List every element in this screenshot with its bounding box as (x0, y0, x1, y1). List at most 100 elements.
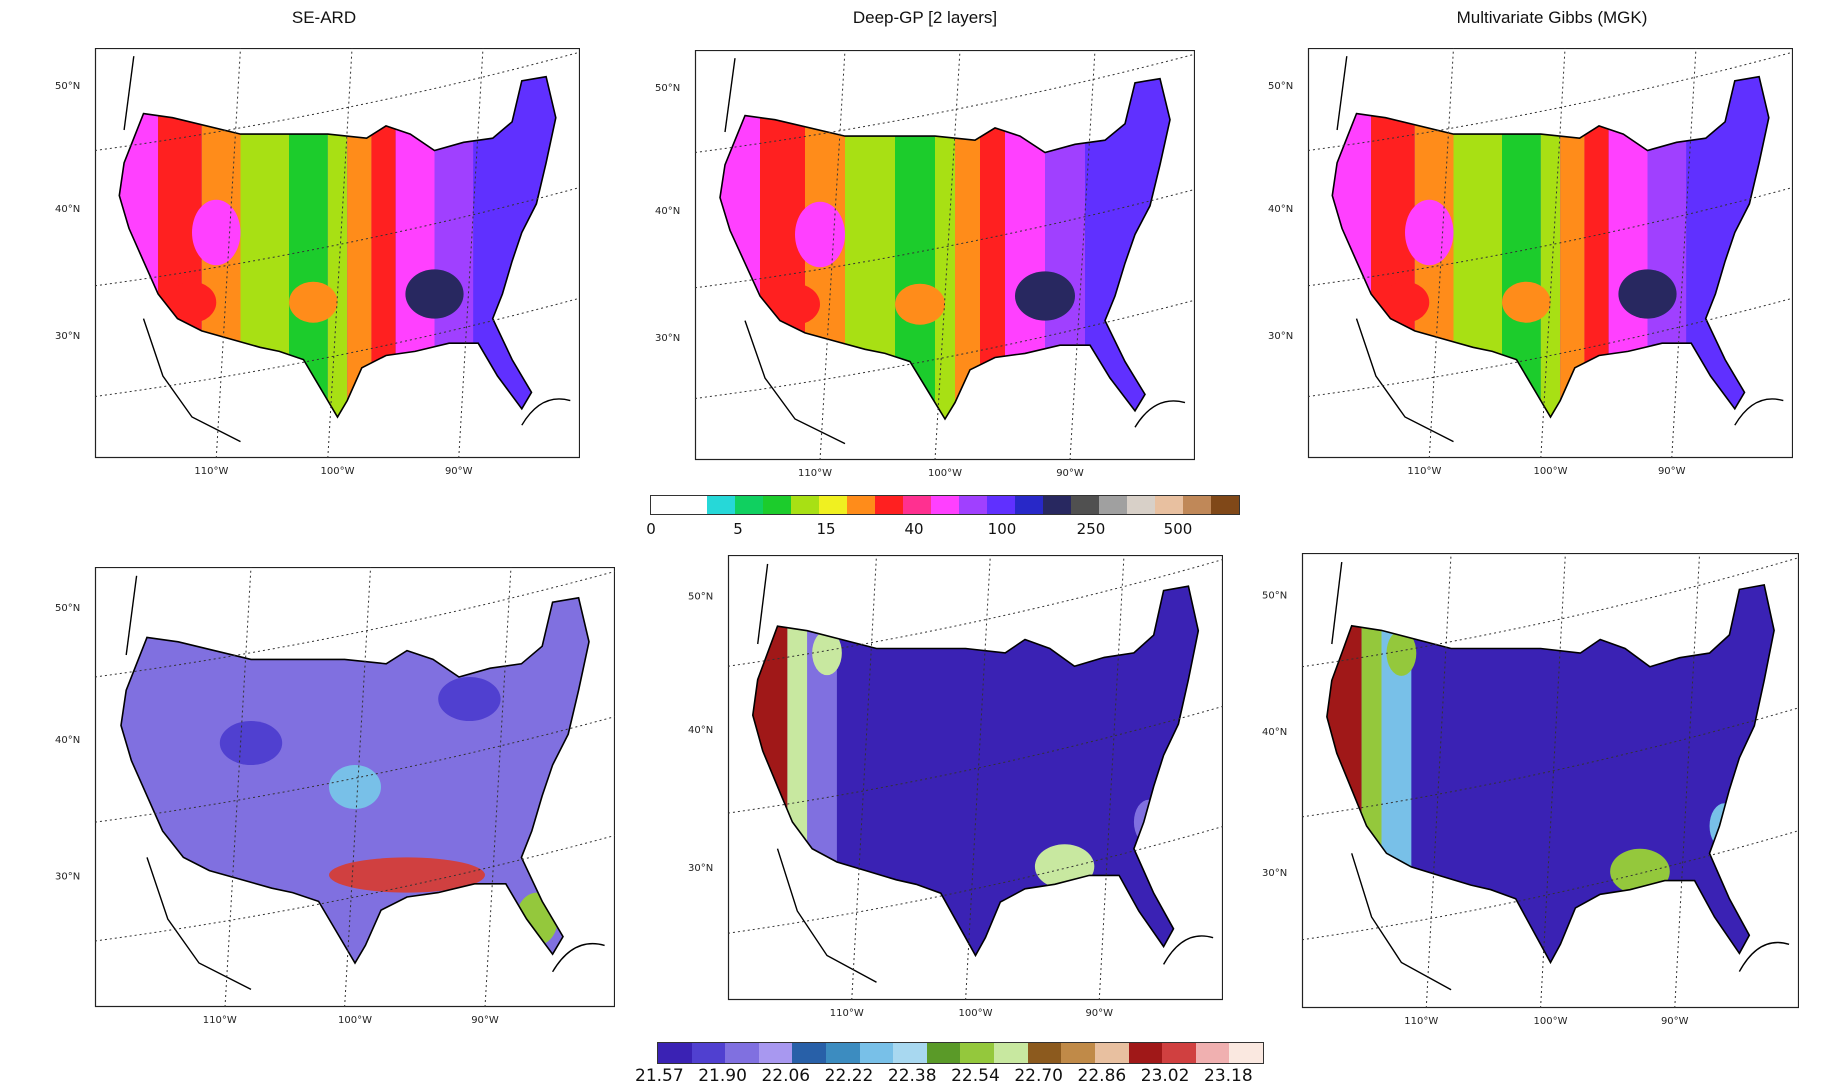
country-outline (120, 596, 590, 965)
colorbar-swatch (847, 496, 875, 514)
longitude-line (1428, 48, 1454, 459)
country-outline (719, 77, 1171, 421)
colorbar-swatch (707, 496, 735, 514)
longitude-line (484, 567, 512, 1008)
latitude-line (727, 825, 1223, 934)
latitude-line (94, 297, 580, 397)
latitude-line (1307, 51, 1793, 151)
colorbar-swatch (819, 496, 847, 514)
lon-label: 100°W (928, 468, 962, 479)
longitude-line (851, 555, 877, 1001)
colorbar-swatch (1183, 496, 1211, 514)
latitude-line (94, 570, 615, 678)
colorbar-swatch (859, 1043, 894, 1063)
lat-label: 30°N (688, 863, 713, 874)
colorbar-variance-tick: 23.18 (1204, 1066, 1253, 1086)
latitude-line (94, 186, 580, 287)
lat-label: 50°N (655, 83, 680, 94)
colorbar-precip-tick: 500 (1163, 520, 1193, 538)
longitude-line (344, 567, 372, 1008)
lat-label: 50°N (55, 603, 80, 614)
country-outline (118, 75, 557, 419)
longitude-line (1540, 553, 1566, 1009)
colorbar-precip-tick: 0 (646, 520, 656, 538)
country-outline (1331, 75, 1770, 419)
colorbar-swatch (1162, 1043, 1196, 1063)
latitude-line (94, 834, 615, 942)
colorbar-precip-tick: 40 (904, 520, 924, 538)
longitude-line (215, 48, 241, 459)
title-mgk: Multivariate Gibbs (MGK) (1456, 8, 1648, 27)
colorbar-swatch (679, 496, 707, 514)
lat-label: 30°N (1262, 868, 1287, 879)
colorbar-swatch (875, 496, 903, 514)
colorbar-variance-tick: 22.22 (824, 1066, 874, 1086)
latitude-line (94, 716, 615, 823)
colorbar-precip-tick: 15 (816, 520, 836, 538)
colorbar-precip (650, 495, 1240, 515)
colorbar-precip-tick: 250 (1076, 520, 1106, 538)
colorbar-variance-tick: 22.70 (1014, 1066, 1063, 1086)
longitude-line (1674, 553, 1701, 1009)
longitude-line (965, 555, 991, 1001)
lat-label: 30°N (655, 333, 680, 344)
colorbar-variance-tick: 22.06 (761, 1066, 811, 1086)
colorbar-swatch (735, 496, 763, 514)
colorbar-swatch (994, 1043, 1028, 1063)
lon-label: 90°W (1056, 468, 1084, 479)
colorbar-swatch (658, 1043, 692, 1063)
colorbar-swatch (1127, 496, 1155, 514)
latitude-line (1307, 186, 1793, 287)
longitude-line (327, 48, 353, 459)
colorbar-swatch (758, 1043, 793, 1063)
colorbar-variance-tick: 21.90 (698, 1066, 747, 1086)
map-svg: 50°N 40°N 30°N 110°W 100°W 90°W (55, 48, 580, 477)
lon-label: 90°W (1658, 466, 1686, 477)
colorbar-swatch (725, 1043, 759, 1063)
title-se-ard: SE-ARD (291, 8, 357, 27)
colorbar-precip-tick: 5 (733, 520, 743, 538)
colorbar-precip-tick: 100 (987, 520, 1017, 538)
latitude-line (727, 705, 1223, 814)
lon-label: 100°W (321, 466, 355, 477)
lat-label: 40°N (655, 206, 680, 217)
colorbar-swatch (1195, 1043, 1230, 1063)
colorbar-swatch (651, 496, 679, 514)
colorbar-swatch (1071, 496, 1099, 514)
country-outline (1326, 583, 1775, 965)
colorbar-variance-tick: 22.38 (887, 1066, 937, 1086)
colorbar-variance-tick: 21.57 (635, 1066, 684, 1086)
map-svg: 50°N 40°N 30°N 110°W 100°W 90°W (1262, 553, 1799, 1027)
lon-label: 110°W (1404, 1016, 1438, 1027)
colorbar-swatch (959, 496, 987, 514)
lon-label: 90°W (1085, 1008, 1113, 1019)
map-panel-deep-gp-precip: 50°N 40°N 30°N 110°W 100°W 90°W (650, 50, 1195, 490)
colorbar-swatch (1211, 496, 1239, 514)
latitude-line (1307, 297, 1793, 397)
map-svg: 50°N 40°N 30°N 110°W 100°W 90°W (1268, 48, 1793, 477)
colorbar-swatch (1229, 1043, 1263, 1063)
colorbar-swatch (1094, 1043, 1129, 1063)
lat-label: 30°N (55, 871, 80, 882)
longitude-line (458, 48, 484, 459)
colorbar-swatch (1027, 1043, 1062, 1063)
longitude-line (1540, 48, 1566, 459)
lon-label: 90°W (1661, 1016, 1689, 1027)
colorbar-swatch (926, 1043, 961, 1063)
lat-label: 40°N (55, 204, 80, 215)
lat-label: 30°N (1268, 331, 1293, 342)
lon-label: 110°W (798, 468, 832, 479)
map-panel-se-ard-precip: 50°N 40°N 30°N 110°W 100°W 90°W (50, 48, 580, 488)
lat-label: 40°N (55, 735, 80, 746)
colorbar-variance-tick: 23.02 (1140, 1066, 1190, 1086)
map-panel-mgk-variance: 50°N 40°N 30°N 110°W 100°W 90°W (1257, 553, 1799, 1038)
colorbar-swatch (987, 496, 1015, 514)
map-svg: 50°N 40°N 30°N 110°W 100°W 90°W (688, 555, 1223, 1019)
lon-label: 90°W (445, 466, 473, 477)
longitude-line (934, 50, 961, 461)
latitude-line (727, 558, 1223, 667)
colorbar-swatch (792, 1043, 827, 1063)
map-panel-mgk-precip: 50°N 40°N 30°N 110°W 100°W 90°W (1263, 48, 1793, 488)
colorbar-swatch (903, 496, 931, 514)
colorbar-swatch (1099, 496, 1127, 514)
